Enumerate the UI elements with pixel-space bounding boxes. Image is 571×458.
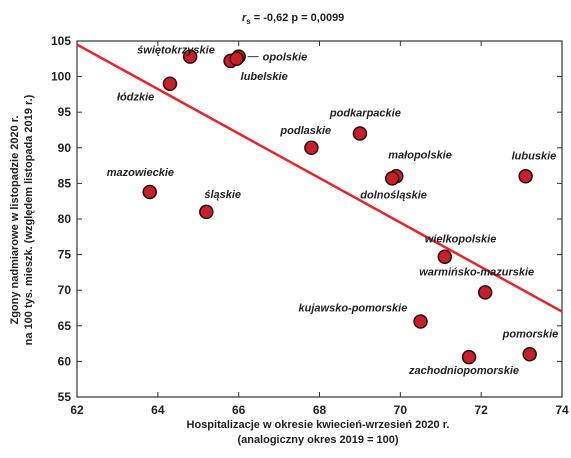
data-point bbox=[199, 204, 214, 220]
x-tick-label: 74 bbox=[555, 403, 569, 417]
data-point bbox=[352, 126, 368, 141]
data-point bbox=[522, 347, 537, 362]
trend-line bbox=[76, 43, 563, 313]
y-axis-title-line2: na 100 tys. mieszk. (względem listopada … bbox=[23, 94, 35, 345]
y-tick-label: 100 bbox=[51, 70, 71, 84]
point-label: warmińsko-mazurskie bbox=[419, 266, 534, 278]
data-point bbox=[304, 140, 319, 156]
point-label: kujawsko-pomorskie bbox=[299, 303, 408, 315]
y-tick-label: 70 bbox=[58, 283, 72, 297]
data-point bbox=[413, 314, 428, 329]
point-label: pomorskie bbox=[502, 328, 559, 340]
point-label: mazowieckie bbox=[107, 167, 174, 179]
point-label: lubuskie bbox=[512, 150, 557, 162]
x-tick-label: 70 bbox=[394, 403, 408, 417]
point-label: podkarpackie bbox=[329, 108, 401, 120]
data-point bbox=[461, 349, 477, 365]
point-label: lubelskie bbox=[241, 71, 288, 83]
point-label: wielkopolskie bbox=[425, 234, 497, 246]
point-label: podlaskie bbox=[279, 125, 331, 137]
data-point bbox=[437, 249, 453, 264]
y-tick-label: 80 bbox=[58, 212, 72, 226]
data-point bbox=[142, 184, 157, 200]
x-tick-label: 62 bbox=[70, 403, 84, 417]
point-label: dolnośląskie bbox=[360, 189, 427, 201]
x-tick-label: 66 bbox=[232, 403, 246, 417]
y-tick-label: 75 bbox=[58, 248, 72, 262]
data-point bbox=[385, 171, 400, 186]
point-label: opolskie bbox=[263, 52, 308, 64]
y-tick-label: 65 bbox=[58, 319, 72, 333]
y-tick-label: 105 bbox=[51, 34, 71, 48]
x-axis-title-line1: Hospitalizacje w okresie kwiecień-wrzesi… bbox=[187, 419, 450, 431]
data-point bbox=[162, 76, 178, 91]
point-label: śląskie bbox=[204, 189, 241, 201]
y-tick-label: 55 bbox=[58, 390, 72, 404]
x-tick-label: 72 bbox=[474, 403, 488, 417]
y-axis-title-line1: Zgony nadmiarowe w listopadzie 2020 r. bbox=[9, 115, 21, 324]
x-tick-label: 68 bbox=[313, 403, 327, 417]
x-tick-label: 64 bbox=[151, 403, 165, 417]
point-label: małopolskie bbox=[388, 149, 452, 161]
x-axis-title-line2: (analogiczny okres 2019 = 100) bbox=[237, 434, 398, 446]
data-point bbox=[477, 285, 493, 300]
point-label: zachodniopomorskie bbox=[408, 365, 519, 377]
correlation-annotation: rs = -0,62 p = 0,0099 bbox=[242, 12, 344, 26]
y-tick-label: 95 bbox=[58, 105, 72, 119]
point-label: łódzkie bbox=[117, 92, 154, 104]
y-tick-label: 60 bbox=[58, 354, 72, 368]
y-tick-label: 90 bbox=[58, 141, 72, 155]
data-point bbox=[229, 51, 244, 67]
y-tick-label: 85 bbox=[58, 176, 72, 190]
data-point bbox=[518, 169, 533, 184]
point-label: świętokrzyskie bbox=[137, 45, 215, 57]
data-point bbox=[182, 49, 198, 64]
